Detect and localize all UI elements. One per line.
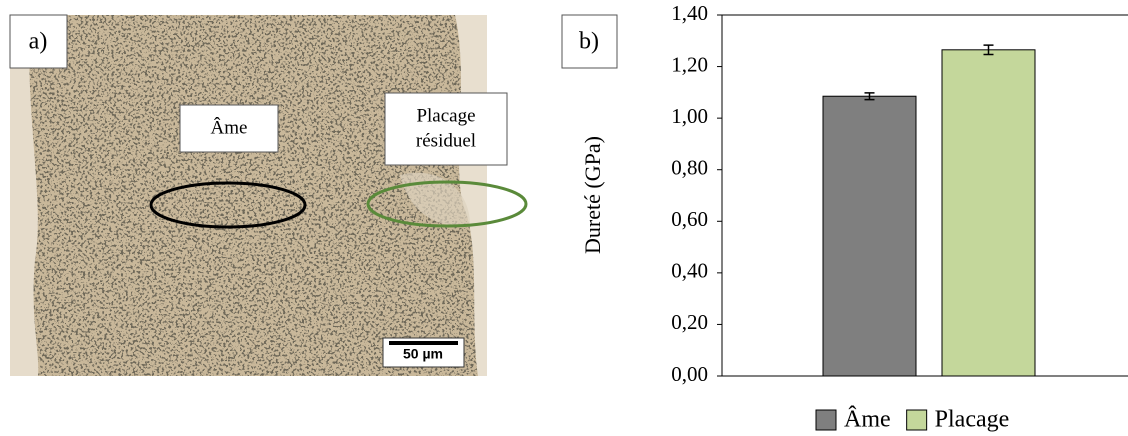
edge-left bbox=[10, 15, 39, 376]
panel-label: b) bbox=[579, 29, 599, 55]
legend-swatch bbox=[906, 409, 928, 431]
error-bar bbox=[983, 44, 994, 56]
panel-label-box bbox=[561, 14, 618, 69]
cladding-zone bbox=[400, 172, 470, 226]
bar bbox=[822, 95, 917, 377]
scale-bar bbox=[389, 341, 458, 345]
y-tick-label: 0,80 bbox=[671, 156, 708, 180]
scale-bar-label: 50 µm bbox=[403, 346, 443, 362]
micrograph bbox=[10, 15, 487, 376]
cladding-ellipse bbox=[366, 180, 528, 228]
legend-label: Âme bbox=[844, 407, 891, 433]
y-tick-label: 1,40 bbox=[671, 1, 708, 25]
core-ellipse bbox=[149, 181, 307, 229]
legend-label: Placage bbox=[935, 407, 1010, 433]
y-axis-title: Dureté (GPa) bbox=[580, 136, 605, 254]
y-tick-label: 0,00 bbox=[671, 362, 708, 386]
panel-label: a) bbox=[29, 29, 48, 55]
y-tick-label: 1,20 bbox=[671, 52, 708, 76]
y-tick-label: 0,40 bbox=[671, 259, 708, 283]
plot-frame bbox=[721, 14, 1128, 376]
error-bar bbox=[864, 92, 875, 101]
panel-label-box bbox=[9, 14, 68, 69]
y-tick-label: 0,20 bbox=[671, 310, 708, 334]
micrograph-texture bbox=[10, 15, 487, 376]
annotation: Placage bbox=[416, 105, 475, 126]
bar bbox=[941, 49, 1036, 377]
legend-swatch bbox=[815, 409, 837, 431]
annotation: résiduel bbox=[416, 130, 476, 151]
annotation-box bbox=[179, 104, 279, 153]
y-tick-label: 1,00 bbox=[671, 104, 708, 128]
annotation-box bbox=[384, 92, 508, 166]
y-tick-label: 0,60 bbox=[671, 207, 708, 231]
annotation: Âme bbox=[211, 116, 248, 138]
